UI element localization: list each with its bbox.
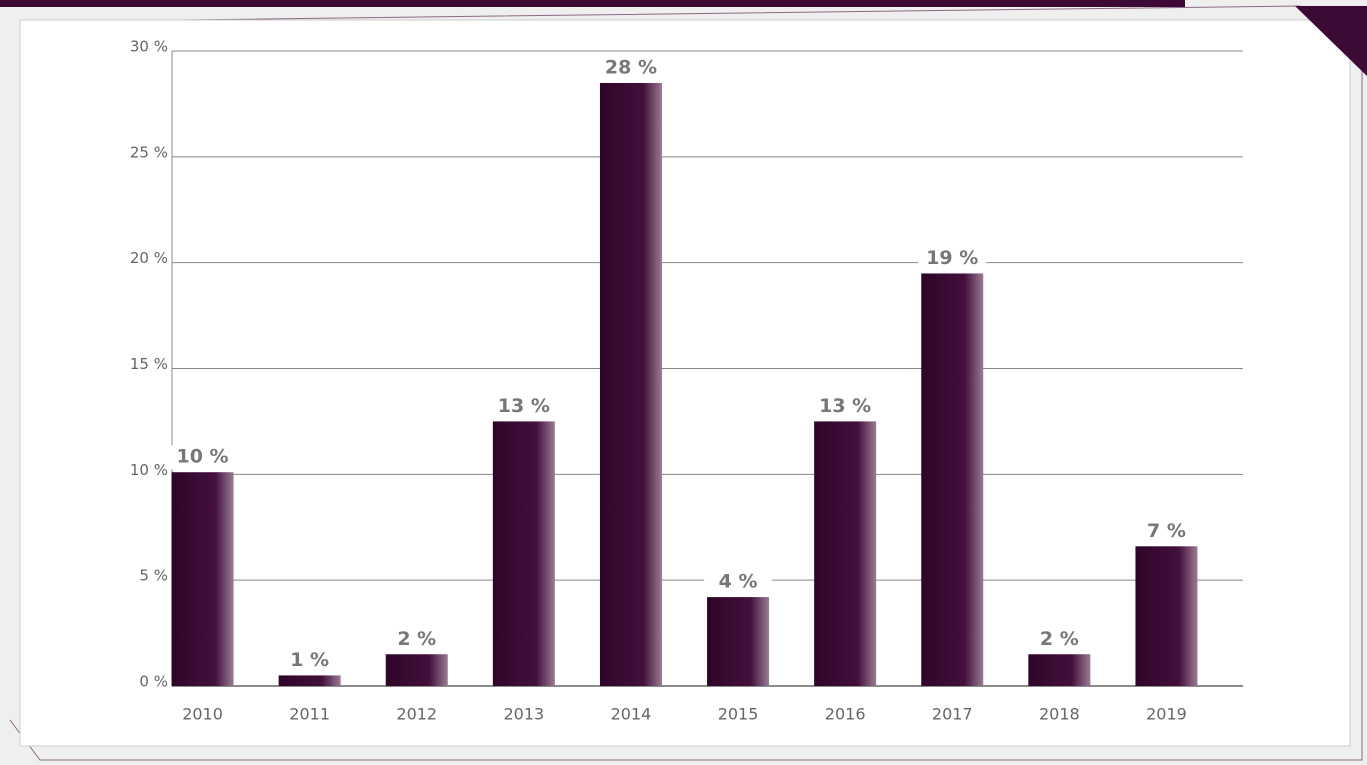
value-label-bg <box>1132 519 1201 544</box>
x-tick-label: 2016 <box>825 705 866 724</box>
value-label-bg <box>382 627 451 652</box>
value-label: 7 % <box>1147 520 1186 542</box>
bar <box>599 82 662 686</box>
y-tick-label: 30 % <box>130 38 168 56</box>
y-tick-label: 20 % <box>130 249 168 267</box>
y-tick-label: 25 % <box>130 143 168 161</box>
y-tick-label: 0 % <box>139 673 168 691</box>
y-tick-label: 10 % <box>130 461 168 479</box>
value-label: 2 % <box>1040 628 1079 650</box>
value-label-bg <box>1025 627 1094 652</box>
value-label-bg <box>704 570 773 595</box>
value-label: 2 % <box>397 628 436 650</box>
x-tick-label: 2011 <box>289 705 330 724</box>
value-label-bg <box>168 445 237 470</box>
value-label-bg <box>275 648 344 673</box>
value-label: 19 % <box>926 247 978 269</box>
bar <box>1028 654 1091 686</box>
bar <box>921 273 984 686</box>
value-label: 28 % <box>605 56 657 78</box>
x-tick-label: 2018 <box>1039 705 1080 724</box>
x-tick-label: 2013 <box>503 705 544 724</box>
value-label-bg <box>918 246 987 271</box>
x-tick-label: 2015 <box>718 705 759 724</box>
value-label: 1 % <box>290 649 329 671</box>
bar <box>707 597 770 686</box>
corner <box>1295 6 1367 76</box>
bar <box>492 421 555 686</box>
value-label-bg <box>811 394 880 419</box>
value-label: 10 % <box>177 446 229 468</box>
value-label: 13 % <box>819 395 871 417</box>
bar <box>171 472 234 686</box>
x-tick-label: 2012 <box>396 705 437 724</box>
value-label: 4 % <box>719 571 758 593</box>
bar <box>278 675 341 686</box>
value-label-bg <box>596 55 665 80</box>
bar <box>1135 546 1198 686</box>
y-tick-label: 15 % <box>130 355 168 373</box>
x-tick-label: 2010 <box>182 705 223 724</box>
x-tick-label: 2019 <box>1146 705 1187 724</box>
card-frame <box>9 5 1363 761</box>
value-label: 13 % <box>498 395 550 417</box>
y-tick-label: 5 % <box>139 567 168 585</box>
top-band <box>0 0 1185 7</box>
card <box>19 19 1351 747</box>
bar <box>814 421 877 686</box>
x-tick-label: 2017 <box>932 705 973 724</box>
value-label-bg <box>489 394 558 419</box>
x-tick-label: 2014 <box>611 705 652 724</box>
bar <box>385 654 448 686</box>
